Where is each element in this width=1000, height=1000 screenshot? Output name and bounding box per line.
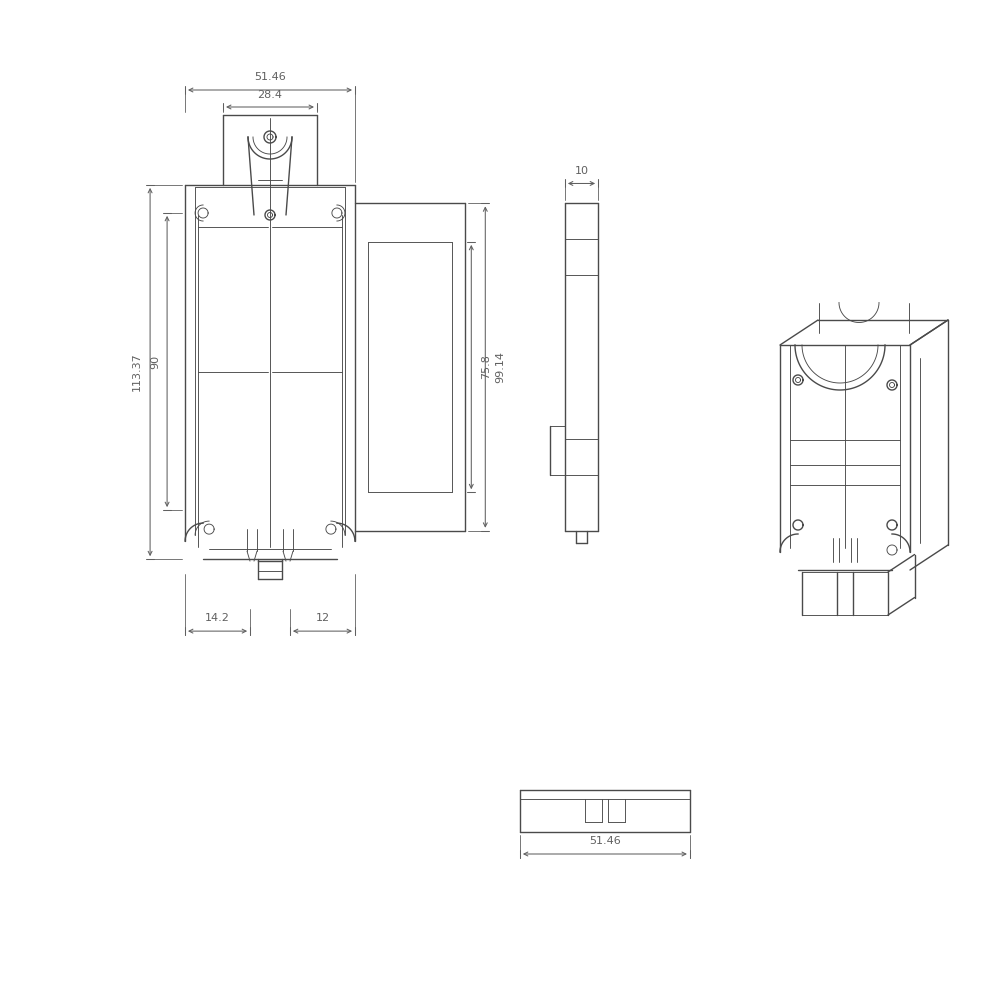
Text: 113.37: 113.37 [132,353,142,391]
Text: 14.2: 14.2 [205,613,230,623]
Text: 75.8: 75.8 [481,355,491,379]
Text: 12: 12 [315,613,330,623]
Text: 51.46: 51.46 [254,72,286,82]
Text: 99.14: 99.14 [495,351,505,383]
Text: 28.4: 28.4 [258,90,283,100]
Text: 90: 90 [150,354,160,369]
Text: 51.46: 51.46 [589,836,621,846]
Text: 10: 10 [574,166,588,176]
